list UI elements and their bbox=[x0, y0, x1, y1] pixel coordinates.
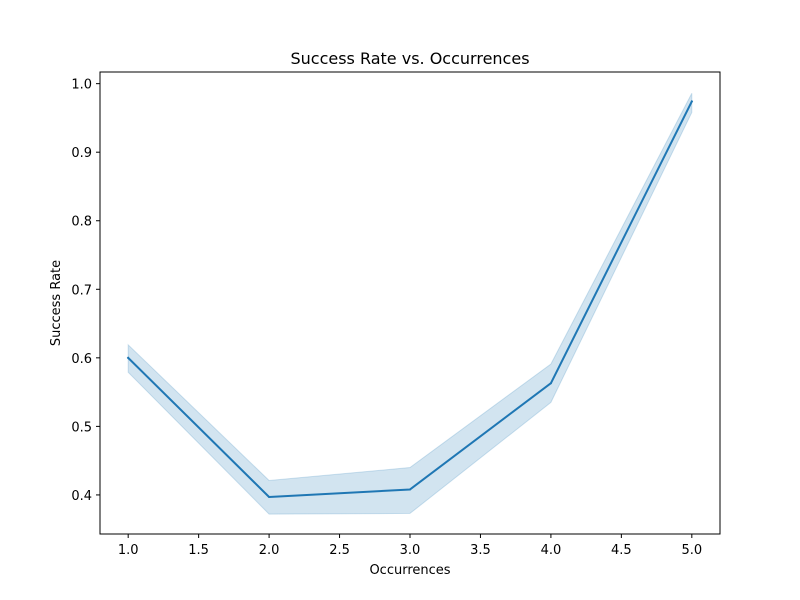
y-tick-label: 0.5 bbox=[71, 420, 92, 435]
data-point bbox=[690, 100, 693, 103]
x-tick-label: 1.0 bbox=[118, 543, 139, 558]
y-tick-label: 0.6 bbox=[71, 352, 92, 367]
data-point bbox=[268, 495, 271, 498]
x-tick-label: 2.5 bbox=[329, 543, 350, 558]
chart-title: Success Rate vs. Occurrences bbox=[290, 49, 529, 68]
x-tick-label: 5.0 bbox=[681, 543, 702, 558]
y-tick-label: 0.9 bbox=[71, 146, 92, 161]
y-tick-label: 0.7 bbox=[71, 283, 92, 298]
y-tick-label: 0.4 bbox=[71, 489, 92, 504]
x-tick-label: 2.0 bbox=[259, 543, 280, 558]
x-tick-label: 3.0 bbox=[400, 543, 421, 558]
x-tick-label: 4.5 bbox=[611, 543, 632, 558]
x-tick-label: 1.5 bbox=[188, 543, 209, 558]
x-axis-ticks: 1.0 1.5 2.0 2.5 3.0 3.5 4.0 4.5 5.0 bbox=[118, 534, 702, 558]
y-axis-ticks: 0.4 0.5 0.6 0.7 0.8 0.9 1.0 bbox=[71, 78, 100, 504]
data-point bbox=[549, 382, 552, 385]
data-point bbox=[127, 356, 130, 359]
x-tick-label: 4.0 bbox=[541, 543, 562, 558]
axes-frame bbox=[99, 71, 721, 535]
x-axis-label: Occurrences bbox=[369, 563, 450, 578]
data-point bbox=[409, 488, 411, 491]
y-tick-label: 1.0 bbox=[71, 78, 92, 93]
y-axis-label: Success Rate bbox=[49, 260, 64, 346]
confidence-band bbox=[127, 93, 693, 515]
plot-area bbox=[126, 93, 694, 515]
y-tick-label: 0.8 bbox=[71, 215, 92, 230]
x-tick-label: 3.5 bbox=[470, 543, 491, 558]
